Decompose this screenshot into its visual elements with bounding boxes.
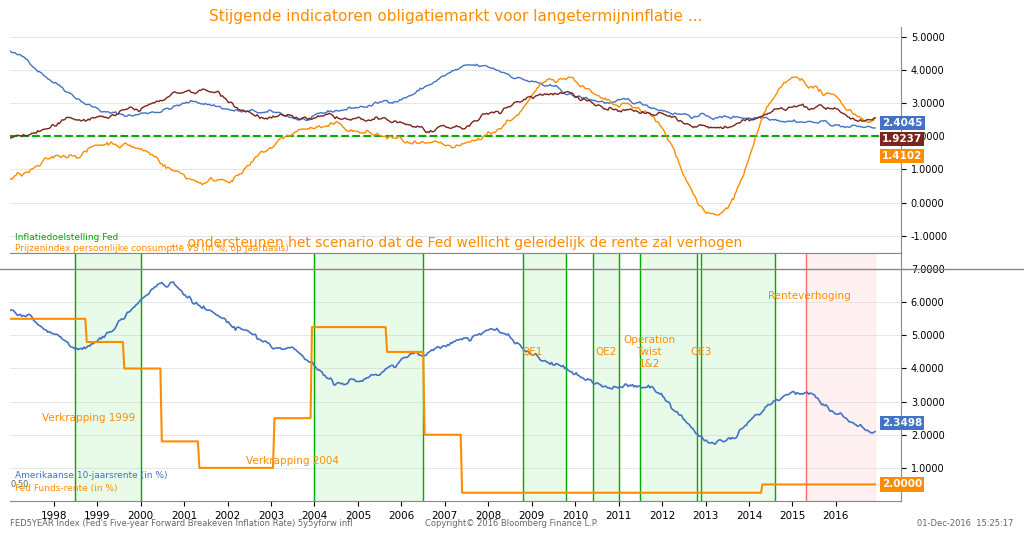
Text: 5-jaarse break-eveninflatie op 5 jaar (in %): 5-jaarse break-eveninflatie op 5 jaar (i… [14, 268, 210, 277]
Bar [806, 253, 876, 501]
Bar [640, 253, 697, 501]
Bar [314, 253, 423, 501]
Text: FED5YEAR Index (Fed's Five-year Forward Breakeven Inflation Rate) 5y5yforw infl: FED5YEAR Index (Fed's Five-year Forward … [10, 519, 353, 528]
Text: Prijzenindex persoonlijke consumptie VS (in %, op jaarbasis): Prijzenindex persoonlijke consumptie VS … [14, 244, 289, 253]
Text: QE1: QE1 [521, 347, 543, 357]
Text: Verkrapping 2004: Verkrapping 2004 [246, 456, 339, 466]
Text: Renteverhoging: Renteverhoging [768, 290, 851, 301]
Bar [593, 253, 618, 501]
Text: Verkrapping 1999: Verkrapping 1999 [42, 413, 135, 423]
Text: 2.0000: 2.0000 [882, 480, 923, 489]
Bar [76, 253, 140, 501]
Text: QE3: QE3 [690, 347, 712, 357]
Bar [701, 253, 775, 501]
Text: 1.4102: 1.4102 [882, 151, 923, 161]
Text: 2.3498: 2.3498 [882, 418, 923, 428]
Text: Amerikaanse 10-jaarsrente (in %): Amerikaanse 10-jaarsrente (in %) [14, 471, 167, 480]
Text: Operation
Twist
1&2: Operation Twist 1&2 [623, 335, 675, 368]
Title: ... ondersteunen het scenario dat de Fed wellicht geleidelijk de rente zal verho: ... ondersteunen het scenario dat de Fed… [170, 236, 741, 250]
Text: Gemiddeld uurloon VS (mutatie in %, op jaarbasis): Gemiddeld uurloon VS (mutatie in %, op j… [14, 256, 245, 265]
Text: 0.50: 0.50 [10, 480, 29, 489]
Text: 2.4045: 2.4045 [882, 118, 923, 128]
Text: Copyright© 2016 Bloomberg Finance L.P.: Copyright© 2016 Bloomberg Finance L.P. [425, 519, 599, 528]
Text: 1.9237: 1.9237 [882, 134, 923, 144]
Text: QE2: QE2 [595, 347, 616, 357]
Title: Stijgende indicatoren obligatiemarkt voor langetermijninflatie ...: Stijgende indicatoren obligatiemarkt voo… [209, 9, 702, 24]
Bar [523, 253, 566, 501]
Text: Fed Funds-rente (in %): Fed Funds-rente (in %) [14, 484, 117, 494]
Text: 01-Dec-2016  15:25:17: 01-Dec-2016 15:25:17 [918, 519, 1014, 528]
Text: Inflatiedoelstelling Fed: Inflatiedoelstelling Fed [14, 232, 118, 241]
